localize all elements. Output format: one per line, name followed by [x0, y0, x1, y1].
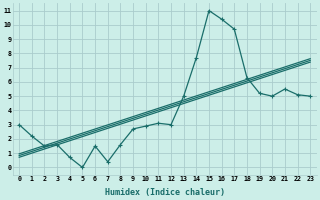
X-axis label: Humidex (Indice chaleur): Humidex (Indice chaleur) — [105, 188, 225, 197]
